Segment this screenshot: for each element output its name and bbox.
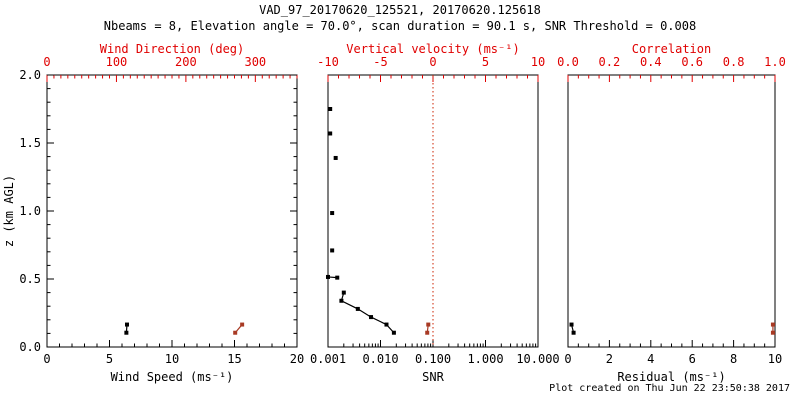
plot-created-timestamp: Plot created on Thu Jun 22 23:50:38 2017 bbox=[549, 383, 790, 394]
vertical-velocity-series bbox=[425, 322, 431, 335]
snr-profile-point bbox=[341, 290, 346, 295]
residual-point bbox=[571, 330, 576, 335]
wind-top-tick-label: 0 bbox=[43, 55, 50, 69]
wind-bottom-tick-label: 5 bbox=[106, 352, 113, 366]
snr-top-tick-label: 10 bbox=[531, 55, 545, 69]
snr-bottom-tick-label: 0.100 bbox=[415, 352, 451, 366]
snr-profile-point bbox=[333, 155, 338, 160]
wind-bottom-tick-label: 15 bbox=[227, 352, 241, 366]
height-tick-label: 1.0 bbox=[19, 204, 41, 218]
residual-point bbox=[569, 322, 574, 327]
snr-profile-point bbox=[328, 131, 333, 136]
snr-profile-point bbox=[326, 274, 330, 279]
residual-bottom-tick-label: 8 bbox=[730, 352, 737, 366]
residual-bottom-axis: 0 2 4 6 8 10 Residual (ms⁻¹) bbox=[564, 340, 782, 384]
wind-frame bbox=[46, 74, 298, 348]
wind-top-tick-label: 100 bbox=[106, 55, 128, 69]
residual-top-tick-label: 0.8 bbox=[723, 55, 745, 69]
plot-title: VAD_97_20170620_125521, 20170620.125618 bbox=[259, 3, 541, 17]
correlation-series bbox=[770, 322, 775, 335]
snr-profile-point bbox=[330, 211, 335, 216]
residual-bottom-tick-label: 4 bbox=[647, 352, 654, 366]
residual-bottom-tick-label: 6 bbox=[689, 352, 696, 366]
residual-bottom-tick-label: 0 bbox=[564, 352, 571, 366]
residual-series bbox=[569, 322, 576, 335]
snr-profile-point bbox=[335, 275, 340, 280]
snr-bottom-tick-label: 0.010 bbox=[362, 352, 398, 366]
wind-speed-point bbox=[125, 322, 129, 327]
snr-profile-series bbox=[326, 107, 396, 335]
residual-top-tick-label: 0.0 bbox=[557, 55, 579, 69]
wind-top-axis-label: Wind Direction (deg) bbox=[100, 42, 245, 56]
residual-frame bbox=[567, 74, 776, 348]
snr-panel: 0.001 0.010 0.100 1.000 10.000 SNR -10 -5 0 5 10 Ve… bbox=[310, 42, 560, 384]
residual-top-tick-label: 0.6 bbox=[681, 55, 703, 69]
height-tick-label: 0.5 bbox=[19, 272, 41, 286]
vertical-velocity-point bbox=[425, 330, 430, 335]
residual-top-tick-label: 0.2 bbox=[599, 55, 621, 69]
wind-bottom-axis-label: Wind Speed (ms⁻¹) bbox=[111, 370, 234, 384]
snr-profile-point bbox=[355, 306, 360, 311]
snr-profile-point bbox=[384, 322, 389, 327]
wind-bottom-tick-label: 20 bbox=[290, 352, 304, 366]
snr-top-tick-label: 5 bbox=[482, 55, 489, 69]
residual-bottom-tick-label: 10 bbox=[768, 352, 782, 366]
snr-profile-point bbox=[391, 330, 396, 335]
snr-bottom-axis: 0.001 0.010 0.100 1.000 10.000 SNR bbox=[310, 340, 560, 384]
residual-bottom-tick-label: 2 bbox=[606, 352, 613, 366]
wind-panel: 0 5 10 15 20 Wind Speed (ms⁻¹) 0 100 200 300Wind … bbox=[2, 42, 304, 384]
snr-bottom-tick-label: 0.001 bbox=[310, 352, 346, 366]
snr-profile-point bbox=[328, 107, 333, 111]
height-tick-label: 1.5 bbox=[19, 136, 41, 150]
correlation-point bbox=[770, 330, 775, 335]
wind-bottom-axis: 0 5 10 15 20 Wind Speed (ms⁻¹) bbox=[43, 340, 304, 384]
snr-profile-line bbox=[340, 292, 395, 334]
snr-bottom-tick-label: 1.000 bbox=[467, 352, 503, 366]
snr-top-axis: -10 -5 0 5 10 Vertical velocity (ms⁻¹) bbox=[317, 42, 545, 82]
residual-top-axis-label: Correlation bbox=[632, 42, 711, 56]
snr-top-tick-label: 0 bbox=[429, 55, 436, 69]
height-tick-label: 0.0 bbox=[19, 340, 41, 354]
plot-subtitle: Nbeams = 8, Elevation angle = 70.0°, sca… bbox=[103, 19, 697, 33]
snr-bottom-axis-label: SNR bbox=[422, 370, 444, 384]
residual-top-tick-label: 0.4 bbox=[640, 55, 662, 69]
snr-profile-point bbox=[330, 248, 335, 253]
wind-direction-series bbox=[233, 322, 245, 335]
wind-direction-point bbox=[240, 322, 245, 327]
snr-profile-point bbox=[339, 298, 344, 303]
wind-direction-point bbox=[233, 330, 238, 335]
residual-bottom-axis-label: Residual (ms⁻¹) bbox=[617, 370, 725, 384]
correlation-point bbox=[770, 322, 775, 327]
snr-top-tick-label: -5 bbox=[373, 55, 387, 69]
snr-profile-point bbox=[369, 315, 374, 320]
vertical-velocity-point bbox=[426, 322, 431, 327]
wind-top-tick-label: 200 bbox=[175, 55, 197, 69]
residual-top-tick-label: 1.0 bbox=[764, 55, 786, 69]
residual-panel: 0 2 4 6 8 10 Residual (ms⁻¹) 0.0 0.2 0.4 0.6 0.8 1.0… bbox=[557, 42, 786, 384]
snr-top-tick-label: -10 bbox=[317, 55, 339, 69]
snr-top-axis-label: Vertical velocity (ms⁻¹) bbox=[346, 42, 519, 56]
height-tick-label: 2.0 bbox=[19, 68, 41, 82]
snr-bottom-tick-label: 10.000 bbox=[516, 352, 559, 366]
wind-bottom-tick-label: 10 bbox=[165, 352, 179, 366]
wind-speed-point bbox=[124, 330, 129, 335]
residual-top-axis: 0.0 0.2 0.4 0.6 0.8 1.0 Correlation bbox=[557, 42, 786, 82]
wind-speed-series bbox=[124, 322, 129, 335]
height-axis: 0.0 0.5 1.0 1.5 2.0 z (km AGL) bbox=[2, 68, 297, 354]
wind-top-tick-label: 300 bbox=[244, 55, 266, 69]
height-axis-label: z (km AGL) bbox=[2, 175, 16, 247]
wind-bottom-tick-label: 0 bbox=[43, 352, 50, 366]
